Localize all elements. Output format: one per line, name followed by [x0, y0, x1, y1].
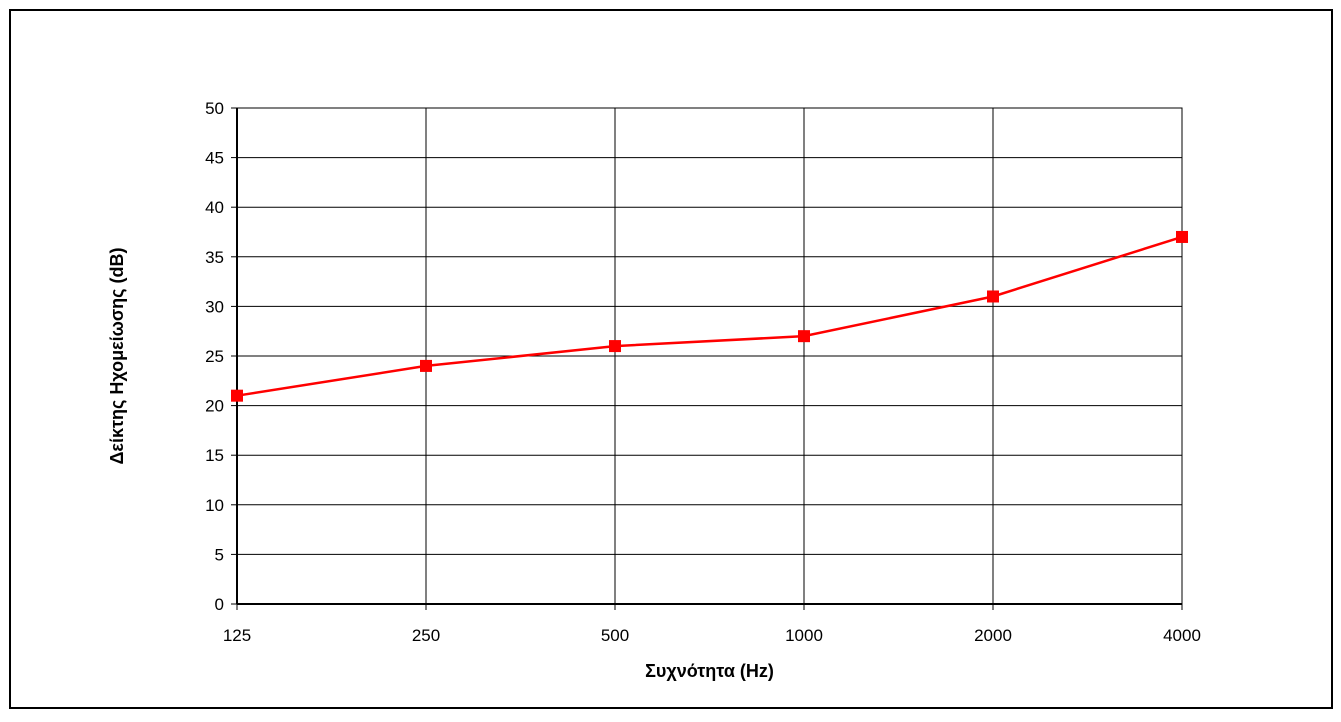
y-tick-label: 35 [205, 248, 224, 267]
y-tick-label: 30 [205, 297, 224, 316]
x-tick-label: 2000 [974, 626, 1012, 645]
x-tick-label: 500 [601, 626, 629, 645]
y-tick-label: 25 [205, 347, 224, 366]
data-point-marker [798, 330, 810, 343]
data-point-marker [420, 359, 432, 372]
grid-lines [236, 107, 1183, 605]
y-tick-label: 5 [215, 545, 224, 564]
x-tick-label: 1000 [785, 626, 823, 645]
x-tick-label: 250 [412, 626, 440, 645]
y-tick-label: 40 [205, 198, 224, 217]
x-axis-title: Συχνότητα (Hz) [645, 661, 774, 681]
x-tick-label: 125 [223, 626, 251, 645]
y-tick-label: 50 [205, 99, 224, 118]
data-point-marker [609, 340, 621, 353]
y-tick-label: 0 [215, 595, 224, 614]
axes: 0 5 10 15 20 25 30 35 40 45 50 125 250 500 1000 2000 400… [205, 99, 1201, 645]
y-tick-label: 10 [205, 496, 224, 515]
y-tick-label: 15 [205, 446, 224, 465]
data-point-marker [1176, 230, 1188, 243]
data-point-marker [987, 290, 999, 303]
data-point-marker [231, 389, 243, 402]
y-axis-title: Δείκτης Ηχομείωσης (dB) [107, 247, 127, 464]
y-tick-label: 45 [205, 149, 224, 168]
data-series [231, 230, 1188, 402]
x-tick-label: 4000 [1163, 626, 1201, 645]
series-line [236, 235, 1183, 397]
y-tick-label: 20 [205, 397, 224, 416]
